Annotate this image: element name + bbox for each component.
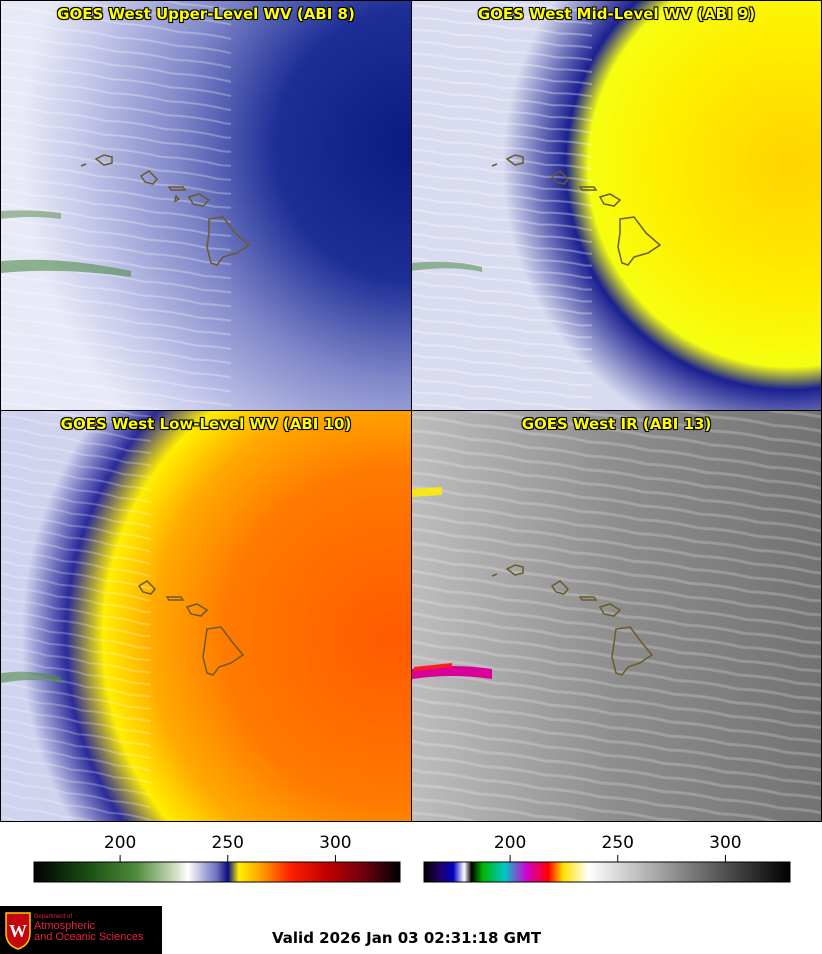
panel-ir: GOES West IR (ABI 13) [411, 410, 822, 822]
valid-time: Valid 2026 Jan 03 02:31:18 GMT [272, 929, 542, 947]
water-vapor-image [1, 411, 411, 821]
island-outlines [491, 564, 654, 676]
panel-title: GOES West Upper-Level WV (ABI 8) [57, 5, 355, 23]
panel-mid-level-wv: GOES West Mid-Level WV (ABI 9) [411, 0, 822, 411]
infrared-image [412, 411, 821, 821]
colorbar-tick-label: 200 [104, 833, 136, 853]
island-outlines [491, 154, 662, 266]
colorbar-ir-svg: 200 250 300 [423, 833, 791, 883]
colorbar-ir: 200 250 300 [412, 822, 822, 888]
panel-low-level-wv: GOES West Low-Level WV (ABI 10) [0, 410, 412, 822]
colorbar-wv: 200 250 300 [0, 822, 410, 888]
logo-line-2: Atmospheric [34, 920, 96, 932]
colorbar-wv-svg: 200 250 300 [33, 833, 401, 883]
colorbar-tick-label: 250 [602, 833, 634, 853]
aos-logo: W Department of Atmospheric and Oceanic … [0, 906, 162, 954]
panel-title: GOES West Low-Level WV (ABI 10) [60, 415, 352, 433]
island-outlines [80, 154, 251, 266]
water-vapor-image [412, 1, 821, 410]
panel-upper-level-wv: GOES West Upper-Level WV (ABI 8) [0, 0, 412, 411]
colorbar-tick-label: 200 [494, 833, 526, 853]
panel-title: GOES West IR (ABI 13) [521, 415, 712, 433]
island-outlines [137, 580, 245, 676]
logo-line-3: and Oceanic Sciences [34, 931, 144, 943]
colorbar-tick-label: 300 [709, 833, 741, 853]
panel-title: GOES West Mid-Level WV (ABI 9) [477, 5, 756, 23]
logo-text: Department of Atmospheric and Oceanic Sc… [34, 914, 143, 943]
svg-text:W: W [9, 921, 27, 941]
water-vapor-image [1, 1, 411, 410]
logo-line-1: Department of [34, 914, 73, 920]
colorbar-tick-label: 250 [212, 833, 244, 853]
colorbar-tick-label: 300 [319, 833, 351, 853]
colorbar-gradient [423, 861, 791, 883]
colorbar-gradient [33, 861, 401, 883]
uw-crest-icon: W [5, 912, 31, 950]
